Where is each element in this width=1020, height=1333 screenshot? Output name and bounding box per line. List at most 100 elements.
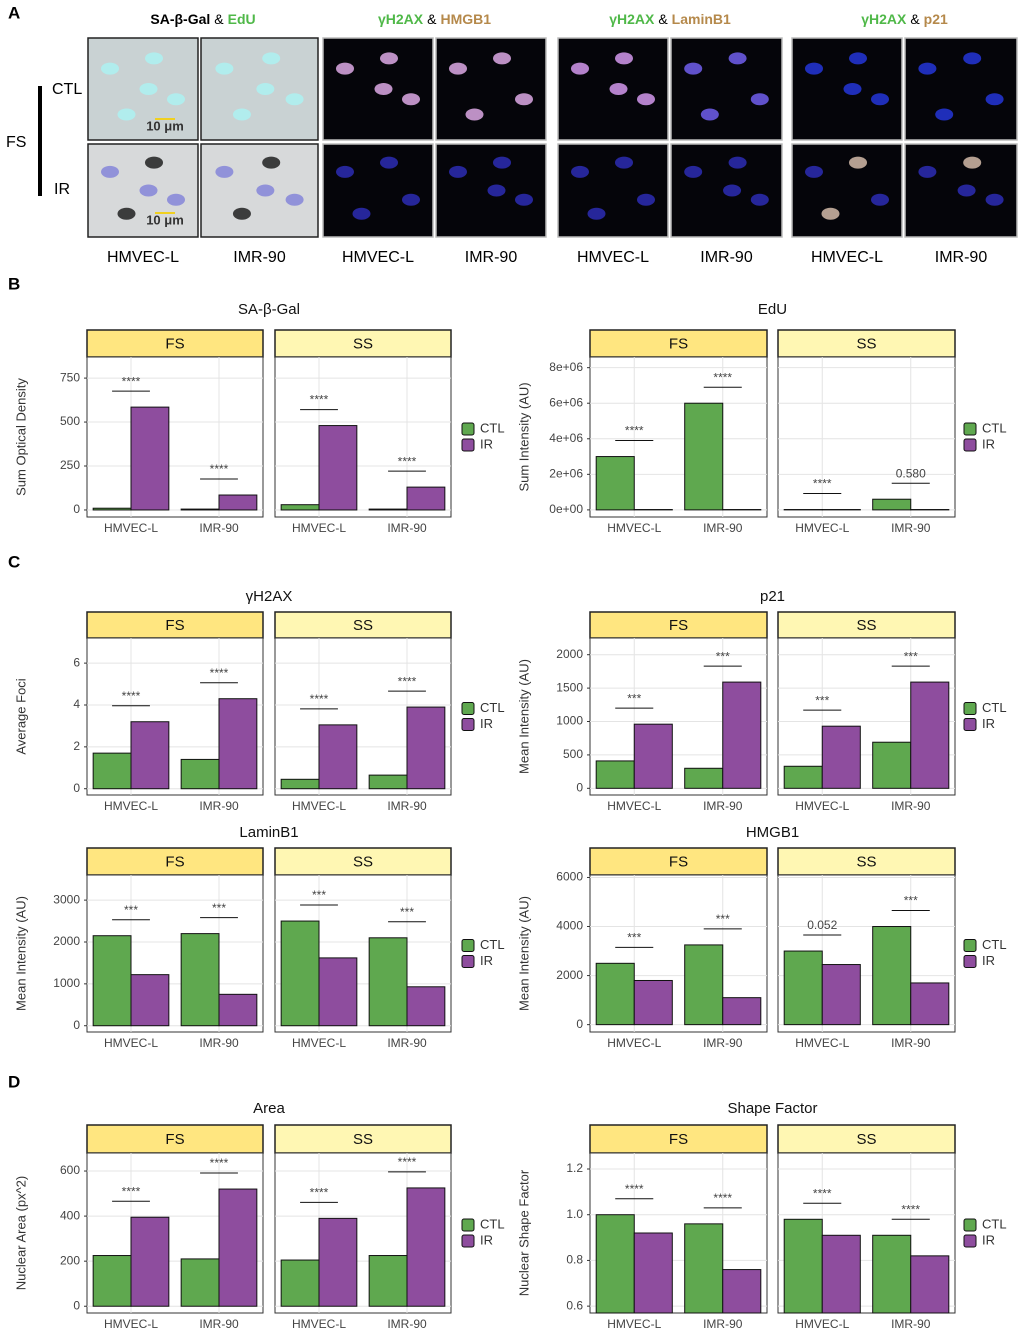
bar [130, 1216, 170, 1307]
y-tick-label: 1500 [556, 680, 583, 694]
scale-label: 10 μm [146, 212, 184, 227]
x-tick-label: IMR-90 [387, 1036, 427, 1050]
y-tick-label: 2000 [556, 647, 583, 661]
panel [777, 356, 956, 518]
facet-strip [777, 847, 956, 876]
significance-label: **** [310, 692, 329, 706]
legend-label: IR [982, 436, 995, 451]
bar [406, 486, 446, 511]
x-tick-label: HMVEC-L [607, 1036, 661, 1050]
facet-label: SS [856, 617, 876, 634]
x-tick-label: IMR-90 [891, 521, 931, 535]
header-part: HMGB1 [440, 11, 491, 27]
significance-label: **** [122, 689, 141, 703]
bar [368, 1255, 408, 1307]
nucleus [843, 83, 862, 95]
significance-label: **** [713, 370, 732, 384]
x-tick-label: IMR-90 [199, 1317, 239, 1331]
header-part: EdU [228, 11, 256, 27]
bar [318, 724, 358, 790]
facet-strip [777, 329, 956, 358]
x-tick-label: HMVEC-L [104, 799, 158, 813]
facet-label: SS [856, 853, 876, 870]
nucleus [918, 165, 937, 178]
bar [872, 1234, 912, 1314]
panel-letter: C [8, 552, 20, 571]
nucleus [918, 62, 937, 75]
nucleus [615, 156, 633, 169]
nucleus [465, 108, 484, 121]
y-tick-label: 3000 [53, 892, 80, 906]
legend-label: IR [480, 953, 493, 968]
legend-swatch [461, 702, 475, 715]
chart-title: LaminB1 [239, 824, 298, 841]
significance-label: *** [627, 691, 641, 705]
legend-swatch [461, 438, 475, 452]
nucleus [637, 93, 655, 106]
bar [218, 993, 258, 1027]
bar [280, 778, 320, 790]
nucleus [402, 93, 420, 106]
nucleus [963, 156, 982, 169]
y-tick-label: 0.8 [566, 1253, 583, 1267]
nucleus [728, 156, 747, 169]
y-axis-label: Average Foci [13, 678, 28, 754]
cell-label: HMVEC-L [811, 249, 883, 266]
y-tick-label: 250 [60, 458, 80, 472]
y-tick-label: 2000 [53, 934, 80, 948]
bar [180, 758, 220, 790]
bar [180, 933, 220, 1027]
legend-label: IR [480, 1232, 493, 1247]
facet-label: FS [165, 1131, 184, 1148]
nucleus [256, 184, 275, 197]
cell-label: HMVEC-L [577, 249, 649, 266]
nucleus [985, 93, 1004, 106]
micrograph [435, 37, 547, 141]
legend-swatch [963, 718, 977, 731]
nucleus [256, 83, 275, 95]
bar [130, 406, 170, 511]
significance-label: 0.580 [896, 466, 926, 480]
bar [130, 974, 170, 1027]
significance-label: **** [398, 454, 417, 468]
significance-label: **** [310, 1186, 329, 1200]
nucleus [728, 52, 747, 65]
legend-label: CTL [982, 937, 1007, 952]
micrograph [557, 143, 669, 238]
nucleus [871, 93, 889, 106]
nucleus [985, 193, 1004, 206]
nucleus [805, 165, 823, 178]
facet-strip [589, 611, 768, 639]
nucleus [571, 62, 589, 75]
y-tick-label: 1000 [53, 976, 80, 990]
y-tick-label: 0 [73, 502, 80, 516]
legend-label: CTL [982, 1216, 1007, 1231]
cell-label: HMVEC-L [107, 249, 179, 266]
significance-label: **** [625, 424, 644, 438]
nucleus [167, 93, 185, 106]
y-tick-label: 6e+06 [549, 395, 583, 409]
bar [368, 774, 408, 790]
bar [280, 504, 320, 511]
nucleus [232, 207, 251, 220]
bar [821, 1234, 861, 1314]
y-tick-label: 200 [60, 1253, 80, 1267]
bar [180, 1258, 220, 1307]
nucleus [515, 93, 533, 106]
legend-label: IR [982, 716, 995, 731]
nucleus [117, 207, 136, 220]
bar [130, 721, 170, 790]
x-tick-label: HMVEC-L [292, 1036, 346, 1050]
header-part: & [910, 11, 920, 27]
x-tick-label: IMR-90 [891, 1317, 931, 1331]
x-tick-label: IMR-90 [891, 799, 931, 813]
legend-swatch [963, 438, 977, 452]
nucleus [750, 93, 769, 106]
header-part: γH2AX [378, 11, 424, 27]
nucleus [139, 184, 158, 197]
x-tick-label: IMR-90 [199, 1036, 239, 1050]
cell-label: IMR-90 [233, 249, 286, 266]
legend-label: CTL [480, 1216, 505, 1231]
nucleus [957, 184, 976, 197]
bar [595, 760, 635, 789]
